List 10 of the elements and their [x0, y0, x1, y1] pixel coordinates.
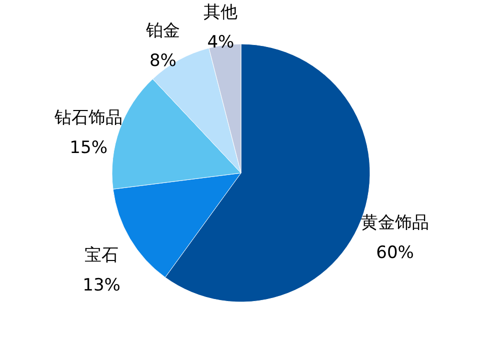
data-label: 13%: [82, 275, 120, 296]
data-label: 60%: [376, 243, 414, 264]
data-label: 4%: [207, 32, 234, 52]
slice-label: 其他: [204, 2, 238, 22]
data-label: 8%: [149, 51, 176, 72]
slice-label: 铂金: [144, 21, 180, 42]
data-label: 15%: [70, 138, 108, 158]
slice-label: 黄金饰品: [361, 213, 430, 234]
slice-label: 宝石: [84, 245, 119, 266]
slice-label: 钻石饰品: [54, 108, 123, 128]
